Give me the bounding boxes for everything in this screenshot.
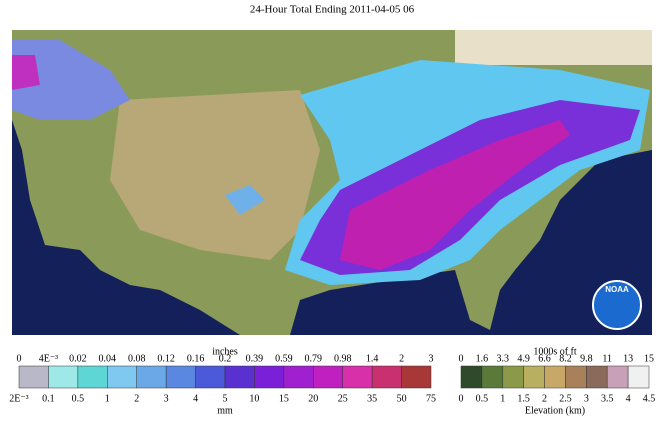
legend-bottom-label: 1	[500, 393, 505, 404]
legend-bottom-label: 3	[164, 393, 169, 404]
legend-swatch	[195, 365, 226, 389]
precip-plains	[225, 185, 265, 215]
legend-bottom-label: 1	[105, 393, 110, 404]
legend-bottom-label: 0	[459, 393, 464, 404]
legend-top-label: 11	[602, 353, 612, 364]
legend-top-label: 1.4	[366, 353, 379, 364]
legend-bottom-label: 25	[338, 393, 348, 404]
precip-west	[12, 40, 130, 120]
legend-swatch	[283, 365, 314, 389]
legend-bottom-label: 20	[308, 393, 318, 404]
legend-swatch	[481, 365, 504, 389]
legend-top-label: 6.6	[538, 353, 551, 364]
legend-swatch	[18, 365, 49, 389]
legend-top-label: 1.6	[476, 353, 489, 364]
precip-east-heavy	[340, 120, 570, 270]
legend-bottom-label: 10	[249, 393, 259, 404]
legend-top-label: 0.08	[128, 353, 146, 364]
legend-swatch	[342, 365, 373, 389]
legend-top-label: 0.12	[157, 353, 175, 364]
legend-top-label: 0.02	[69, 353, 87, 364]
legend-swatch	[627, 365, 650, 389]
title: 24-Hour Total Ending 2011-04-05 06	[250, 4, 415, 16]
map: NOAA	[12, 30, 652, 335]
precip-bottom-unit: mm	[217, 405, 233, 416]
legend-top-label: 9.8	[580, 353, 593, 364]
legend-top-label: 0.2	[219, 353, 232, 364]
precip-top-unit: inches	[212, 346, 238, 357]
legend-swatch	[586, 365, 608, 389]
legend-top-label: 4E⁻³	[39, 353, 58, 364]
legend-swatch	[502, 365, 524, 389]
legend-top-label: 0.16	[187, 353, 205, 364]
legend-bottom-label: 3	[584, 393, 589, 404]
legend-top-label: 0.59	[275, 353, 293, 364]
legend-swatch	[254, 365, 285, 389]
legend-top-label: 0	[459, 353, 464, 364]
legend-top-label: 8.2	[559, 353, 572, 364]
precip-west-heavy	[12, 55, 40, 90]
legend-bottom-label: 3.5	[601, 393, 614, 404]
legend-bottom-label: 0.5	[476, 393, 489, 404]
legend-swatch	[48, 365, 79, 389]
legend-top-label: 13	[623, 353, 633, 364]
legend-top-label: 0.98	[334, 353, 352, 364]
legend-top-label: 2	[399, 353, 404, 364]
elev-bottom-unit: Elevation (km)	[525, 405, 585, 416]
legend-swatch	[313, 365, 343, 389]
land-dry	[110, 90, 320, 260]
legend-swatch	[136, 365, 167, 389]
legend-top-label: 3.3	[497, 353, 510, 364]
legend-top-label: 0.79	[305, 353, 323, 364]
no-data	[455, 30, 652, 65]
legend-swatch	[606, 365, 629, 389]
legend-bottom-label: 1.5	[517, 393, 530, 404]
legend-swatch	[460, 365, 483, 389]
legend-top-label: 4.9	[517, 353, 530, 364]
legend-swatch	[523, 365, 545, 389]
legend-top-label: 0.39	[246, 353, 264, 364]
legend-bottom-label: 2.5	[559, 393, 572, 404]
legend-bottom-label: 2	[134, 393, 139, 404]
legend-bottom-label: 0.5	[72, 393, 85, 404]
legend-bottom-label: 4.5	[643, 393, 656, 404]
legend-top-label: 0.04	[99, 353, 117, 364]
legend-top-label: 3	[429, 353, 434, 364]
legend-bottom-label: 4	[193, 393, 198, 404]
legend-top-label: 0	[17, 353, 22, 364]
logo-text: NOAA	[605, 285, 629, 294]
legend-swatch	[401, 365, 432, 389]
legend-bottom-label: 2E⁻³	[9, 393, 28, 404]
legend-swatch	[107, 365, 137, 389]
legend-swatch	[224, 365, 255, 389]
legend-bottom-label: 50	[397, 393, 407, 404]
legend-swatch	[77, 365, 108, 389]
legend-bottom-label: 15	[279, 393, 289, 404]
legend-bottom-label: 5	[223, 393, 228, 404]
legend-swatch	[565, 365, 587, 389]
legend-top-label: 15	[644, 353, 654, 364]
legend-bottom-label: 0.1	[42, 393, 55, 404]
legend-bottom-label: 35	[367, 393, 377, 404]
legend-bottom-label: 75	[426, 393, 436, 404]
legend-swatch	[165, 365, 196, 389]
legend-swatch	[544, 365, 566, 389]
legend-swatch	[371, 365, 402, 389]
elev-top-unit: 1000s of ft	[533, 346, 577, 357]
logo	[592, 280, 642, 330]
legend-bottom-label: 2	[542, 393, 547, 404]
legend-bottom-label: 4	[626, 393, 631, 404]
